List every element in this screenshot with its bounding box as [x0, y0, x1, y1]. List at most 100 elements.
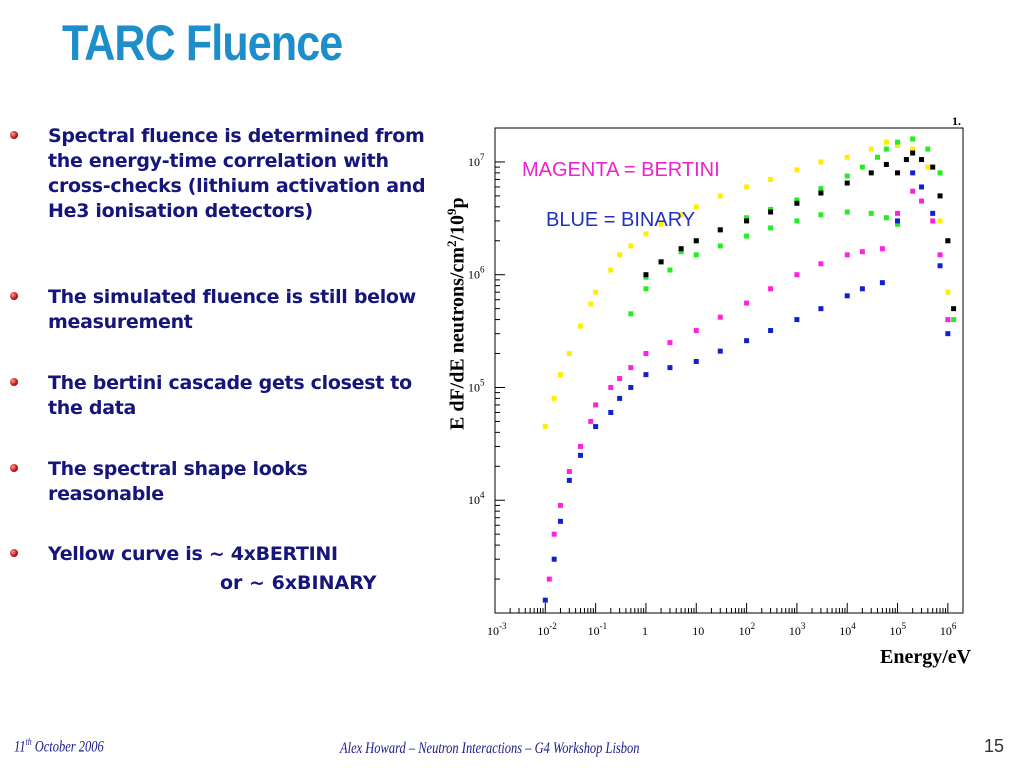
data-point	[643, 231, 649, 237]
data-point	[678, 246, 684, 252]
data-point	[628, 311, 634, 317]
data-point	[588, 418, 594, 424]
data-point	[895, 139, 901, 145]
data-point	[937, 218, 943, 224]
data-point	[557, 372, 563, 378]
data-point	[910, 136, 916, 142]
data-point	[844, 252, 850, 258]
x-tick-label: 104	[839, 621, 856, 638]
x-tick-label: 1	[642, 624, 648, 638]
data-point	[566, 477, 572, 483]
data-point	[868, 170, 874, 176]
data-point	[643, 351, 649, 357]
data-point	[910, 170, 916, 176]
data-point	[557, 502, 563, 508]
bullet-text: Spectral fluence is determined from the …	[48, 125, 426, 222]
bullet-text: The simulated fluence is still below mea…	[48, 286, 416, 333]
y-tick-label: 107	[468, 152, 485, 169]
data-point	[577, 323, 583, 329]
data-point	[557, 518, 563, 524]
data-point	[794, 197, 800, 203]
data-point	[617, 376, 623, 382]
x-tick-label: 10-1	[588, 621, 608, 638]
bullet-dot-icon	[10, 292, 18, 300]
data-point	[818, 190, 824, 196]
data-point	[818, 261, 824, 267]
data-point	[895, 221, 901, 227]
data-point	[868, 210, 874, 216]
data-point	[768, 286, 774, 292]
data-point	[678, 212, 684, 218]
data-point	[588, 301, 594, 307]
data-point	[937, 193, 943, 199]
data-point	[577, 443, 583, 449]
x-tick-label: 106	[940, 621, 957, 638]
bullet-dot-icon	[10, 464, 18, 472]
data-point	[930, 164, 936, 170]
data-point	[693, 328, 699, 334]
data-point	[593, 402, 599, 408]
data-point	[930, 210, 936, 216]
data-point	[678, 249, 684, 255]
data-point	[903, 157, 909, 163]
data-point	[844, 180, 850, 186]
data-point	[794, 272, 800, 278]
data-point	[744, 215, 750, 221]
bullet-text: The bertini cascade gets closest to the …	[48, 372, 412, 419]
slide-title: TARC Fluence	[62, 15, 343, 71]
data-point	[608, 409, 614, 415]
data-point	[875, 154, 881, 160]
data-point	[643, 274, 649, 280]
data-point	[859, 249, 865, 255]
data-point	[643, 286, 649, 292]
data-point	[744, 300, 750, 306]
data-point	[883, 215, 889, 221]
data-point	[895, 170, 901, 176]
page-number: 15	[984, 736, 1005, 756]
data-point	[945, 289, 951, 295]
data-point	[628, 384, 634, 390]
data-point	[794, 317, 800, 323]
data-point	[608, 267, 614, 273]
x-axis-label: Energy/eV	[880, 646, 972, 668]
data-point	[844, 293, 850, 299]
data-point	[951, 317, 957, 323]
data-point	[895, 210, 901, 216]
data-point	[551, 556, 557, 562]
data-point	[859, 164, 865, 170]
data-point	[546, 576, 552, 582]
data-point	[717, 193, 723, 199]
annotation-blue: BLUE = BINARY	[546, 209, 695, 231]
data-point	[818, 212, 824, 218]
data-point	[930, 218, 936, 224]
data-point	[910, 150, 916, 156]
data-point	[744, 218, 750, 224]
data-point	[551, 531, 557, 537]
data-point	[693, 252, 699, 258]
data-point	[844, 173, 850, 179]
data-point	[919, 184, 925, 190]
corner-label: 1.	[952, 114, 961, 128]
data-point	[593, 289, 599, 295]
data-point	[593, 424, 599, 430]
data-point	[844, 154, 850, 160]
data-point	[667, 340, 673, 346]
data-point	[937, 252, 943, 258]
data-point	[794, 200, 800, 206]
data-point	[794, 218, 800, 224]
bullet-dot-icon	[10, 378, 18, 386]
data-point	[658, 221, 664, 227]
data-point	[925, 146, 931, 152]
data-point	[919, 198, 925, 204]
data-point	[945, 238, 951, 244]
data-point	[693, 358, 699, 364]
x-tick-label: 105	[890, 621, 907, 638]
data-point	[818, 159, 824, 165]
data-point	[717, 227, 723, 233]
data-point	[667, 267, 673, 273]
bullet-dot-icon	[10, 549, 18, 557]
data-point	[768, 176, 774, 182]
data-point	[744, 233, 750, 239]
data-point	[883, 139, 889, 145]
